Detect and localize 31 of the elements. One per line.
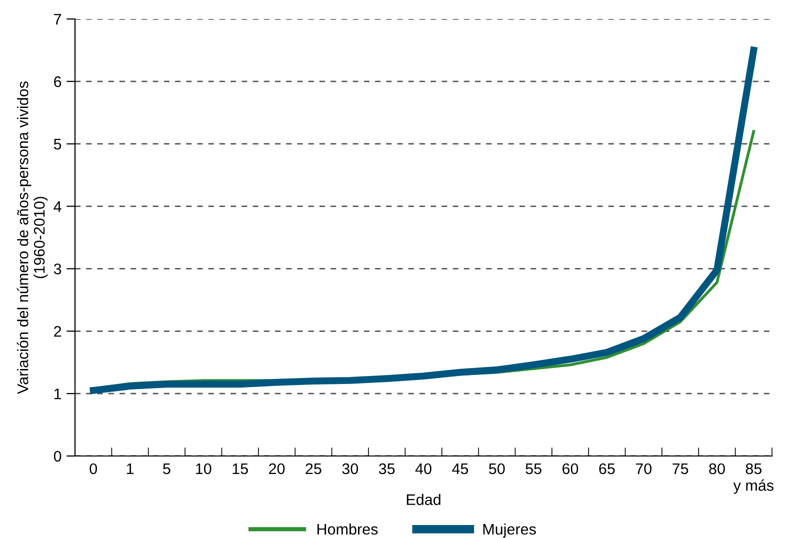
y-axis-title: Variación del número de años-persona vividos (1960-2010) [16,81,48,394]
y-tick-label: 3 [54,264,62,274]
x-tick-label: 1 [126,464,134,474]
x-tick-label: 25 [306,463,322,474]
x-tick-label: 5 [163,464,170,474]
x-tick-label: 65 [599,463,615,474]
x-tick-label: 70 [636,463,652,474]
x-tick-label: 75 [672,464,688,474]
x-tick-label: 35 [378,463,395,474]
x-tick-label: 50 [488,463,505,474]
x-axis-title: Edad [406,494,440,506]
x-tick-label: 60 [562,463,578,474]
y-tick-label: 2 [54,326,62,337]
x-tick-label: 45 [452,464,468,474]
y-tick-label: 5 [54,138,62,150]
x-tick-label: 20 [269,463,285,474]
x-tick-label: 40 [415,463,432,474]
y-tick-label: 1 [54,388,62,400]
legend-label: Mujeres [483,523,536,538]
x-tick-label: 55 [526,464,542,474]
x-tick-label: 80 [709,463,725,474]
legend-label: Hombres [318,523,378,535]
y-tick-label: 0 [54,450,62,462]
x-tick-label: 85 y más [733,463,774,494]
y-tick-label: 4 [54,201,62,212]
y-tick-label: 6 [54,76,62,88]
x-tick-label: 15 [232,464,248,474]
x-tick-label: 0 [90,463,97,474]
x-tick-label: 10 [196,463,212,474]
y-tick-label: 7 [54,14,62,25]
x-tick-label: 30 [342,463,358,474]
